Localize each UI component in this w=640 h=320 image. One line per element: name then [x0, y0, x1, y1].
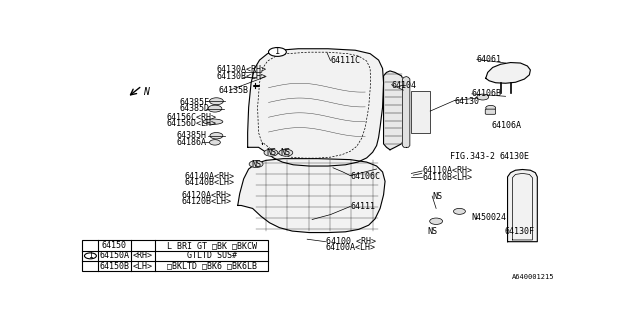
Text: FIG.343-2: FIG.343-2	[449, 152, 495, 161]
Text: 64110A<RH>: 64110A<RH>	[422, 166, 472, 175]
Ellipse shape	[203, 119, 223, 124]
Text: 64135B: 64135B	[219, 86, 249, 95]
Circle shape	[209, 140, 220, 145]
Text: 64100 <RH>: 64100 <RH>	[326, 237, 376, 246]
Text: 64150A: 64150A	[99, 251, 129, 260]
Text: 1: 1	[88, 251, 93, 260]
Text: <LH>: <LH>	[133, 262, 153, 271]
Circle shape	[84, 253, 97, 259]
Circle shape	[264, 149, 278, 156]
Circle shape	[249, 161, 263, 167]
Text: NS: NS	[281, 148, 291, 157]
Text: NS: NS	[428, 227, 437, 236]
Text: 64130B<LH>: 64130B<LH>	[216, 72, 266, 81]
FancyBboxPatch shape	[485, 109, 495, 114]
Text: 64140B<LH>: 64140B<LH>	[184, 178, 234, 187]
Text: 64156C<RH>: 64156C<RH>	[167, 113, 217, 122]
Text: 64140A<RH>: 64140A<RH>	[184, 172, 234, 181]
Text: 64111: 64111	[350, 202, 375, 211]
Text: 64130E: 64130E	[499, 152, 529, 161]
Text: 64130: 64130	[454, 97, 479, 106]
Text: 64130F: 64130F	[504, 227, 534, 236]
Circle shape	[279, 149, 292, 156]
Text: 64150: 64150	[102, 241, 127, 250]
Text: 64156D<LH>: 64156D<LH>	[167, 119, 217, 128]
Text: 64120B<LH>: 64120B<LH>	[182, 197, 232, 206]
Bar	[83, 240, 269, 271]
Text: <RH>: <RH>	[133, 251, 153, 260]
Text: 64061: 64061	[477, 55, 502, 64]
Circle shape	[486, 105, 495, 110]
Text: 64110B<LH>: 64110B<LH>	[422, 172, 472, 182]
Text: 64111C: 64111C	[330, 56, 360, 65]
Text: □BKLTD □BK6 □BK6LB: □BKLTD □BK6 □BK6LB	[167, 262, 257, 271]
Polygon shape	[248, 49, 383, 166]
Text: 64385F: 64385F	[179, 98, 209, 107]
Text: NS: NS	[251, 160, 261, 169]
Text: 64100A<LH>: 64100A<LH>	[326, 243, 376, 252]
Circle shape	[210, 132, 223, 139]
Text: L BRI GT □BK □BKCW: L BRI GT □BK □BKCW	[167, 241, 257, 250]
Text: 64186A: 64186A	[177, 138, 207, 147]
Text: N450024: N450024	[472, 213, 507, 222]
Text: N: N	[143, 87, 149, 97]
Circle shape	[208, 105, 222, 112]
Circle shape	[454, 208, 465, 214]
Circle shape	[477, 94, 489, 100]
Text: 64385H: 64385H	[177, 131, 207, 140]
Circle shape	[209, 98, 223, 105]
Text: 64106B: 64106B	[472, 89, 502, 98]
Polygon shape	[508, 170, 538, 242]
Bar	[412, 91, 430, 132]
Circle shape	[269, 47, 286, 56]
Polygon shape	[237, 159, 385, 233]
Text: NS: NS	[432, 192, 442, 201]
Polygon shape	[403, 76, 410, 147]
Text: 64120A<RH>: 64120A<RH>	[182, 191, 232, 200]
Text: 64106A: 64106A	[492, 121, 522, 130]
Text: 64385D: 64385D	[179, 104, 209, 113]
Text: NS: NS	[266, 148, 276, 157]
Circle shape	[429, 218, 443, 224]
Polygon shape	[486, 62, 531, 83]
Text: 64130A<RH>: 64130A<RH>	[216, 65, 266, 74]
Text: 1: 1	[275, 47, 280, 56]
Text: 64104: 64104	[392, 81, 417, 90]
Text: GTLTD SUS#: GTLTD SUS#	[187, 251, 237, 260]
Text: 64106C: 64106C	[350, 172, 380, 181]
Text: A640001215: A640001215	[511, 275, 554, 280]
Text: 64150B: 64150B	[99, 262, 129, 271]
Polygon shape	[383, 71, 405, 150]
